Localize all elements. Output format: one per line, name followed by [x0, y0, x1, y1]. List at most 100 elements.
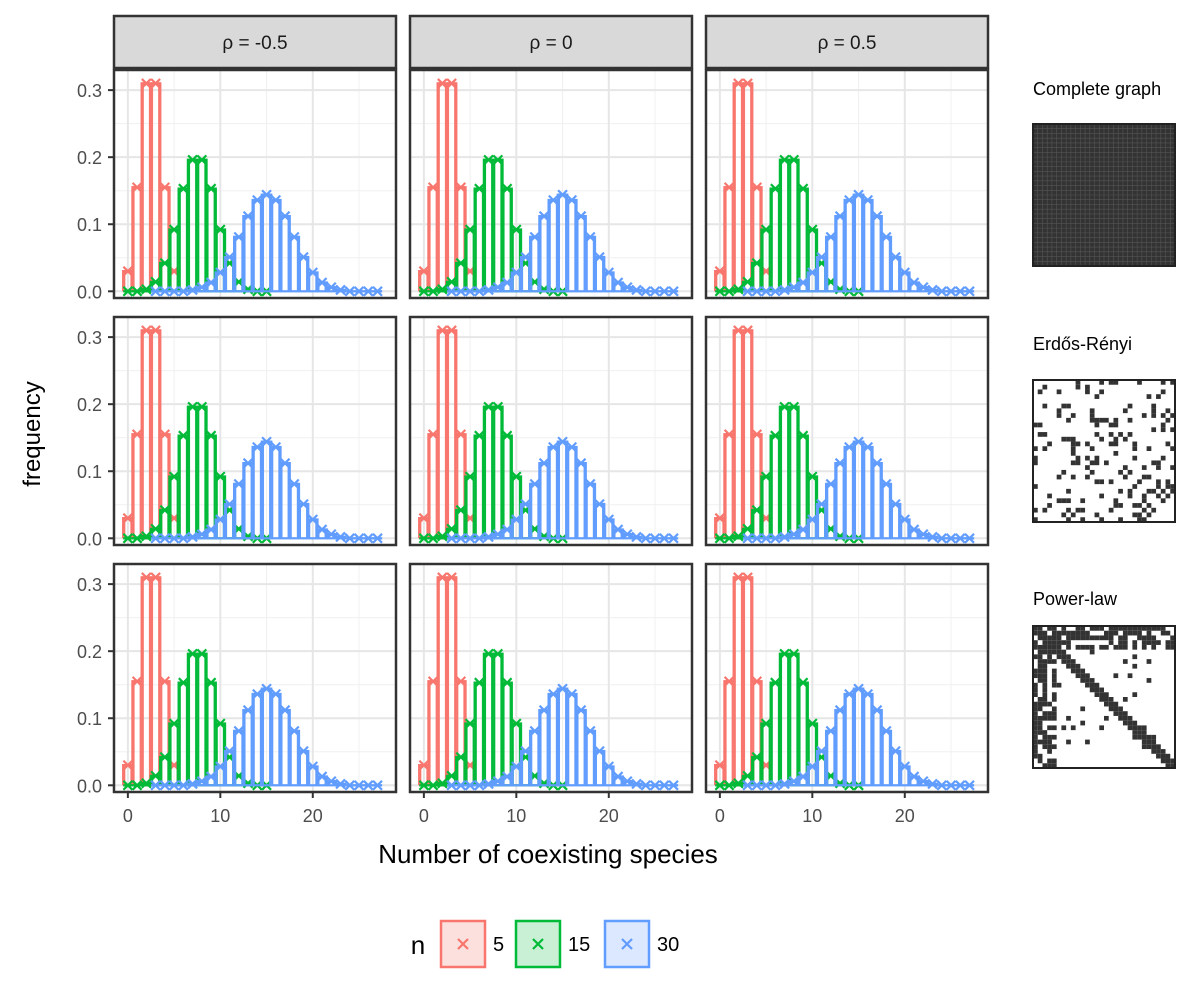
point-n30-x20: [899, 761, 911, 772]
point-n30-x13: [538, 457, 550, 469]
legend-entries: 5 15 30: [439, 919, 679, 969]
point-n30-x17: [871, 210, 883, 222]
point-n15-x8: [788, 154, 800, 166]
point-n30-x6: [474, 533, 485, 544]
point-n30-x18: [585, 725, 596, 737]
point-n15-x1: [427, 286, 439, 297]
point-n30-x20: [899, 514, 911, 525]
point-n15-x2: [141, 778, 152, 789]
point-n30-x21: [316, 524, 328, 535]
point-n30-x27: [668, 286, 679, 297]
point-n30-x11: [224, 745, 235, 757]
point-n30-x16: [862, 688, 874, 700]
point-n30-x4: [751, 286, 763, 297]
point-n30-x16: [566, 194, 578, 206]
point-n30-x19: [890, 498, 901, 510]
x-axis: 0 10 20: [123, 792, 323, 826]
erdos-renyi-adjacency-matrix: Erdős-Rényi: [1032, 334, 1176, 523]
point-n15-x0: [418, 286, 430, 297]
point-n30-x16: [862, 441, 874, 453]
point-n30-x21: [316, 771, 328, 782]
point-n30-x20: [603, 267, 615, 278]
point-n30-x19: [890, 251, 901, 263]
point-n15-x3: [446, 276, 457, 288]
point-n30-x15: [261, 189, 272, 201]
point-n30-x16: [862, 194, 874, 206]
point-n5-x4: [751, 182, 763, 193]
point-n15-x3: [150, 523, 161, 535]
point-n30-x16: [566, 688, 578, 700]
facet-panel-r1-c0: 0.0 0.1 0.2 0.3: [77, 315, 398, 549]
point-n15-x6: [178, 430, 189, 441]
point-n15-x4: [455, 751, 467, 763]
point-n15-x8: [492, 648, 504, 660]
point-n30-x26: [658, 533, 670, 544]
point-n30-x3: [742, 286, 753, 297]
point-n30-x12: [233, 725, 245, 737]
point-n15-x4: [159, 504, 171, 516]
point-n30-x27: [668, 780, 679, 791]
point-n30-x27: [372, 286, 383, 297]
point-n5-x0: [714, 759, 726, 771]
y-tick-label: 0.0: [77, 282, 102, 302]
y-tick-label: 0.2: [77, 642, 102, 662]
point-n30-x4: [455, 533, 467, 544]
point-n30-x13: [538, 704, 550, 716]
point-n30-x26: [954, 286, 966, 297]
point-n15-x1: [723, 780, 735, 791]
point-n30-x10: [215, 267, 226, 278]
point-n15-x10: [215, 224, 226, 235]
point-n30-x7: [483, 284, 494, 296]
point-n30-x5: [168, 286, 180, 297]
point-n30-x9: [501, 524, 513, 535]
x-tick-label: 0: [419, 806, 429, 826]
point-n30-x6: [178, 286, 189, 297]
point-n15-x4: [455, 504, 467, 516]
point-n15-x9: [501, 677, 513, 688]
point-n30-x19: [298, 498, 309, 510]
point-n30-x14: [844, 194, 855, 206]
point-n30-x21: [612, 277, 624, 288]
point-n30-x22: [326, 775, 337, 787]
point-n30-x27: [668, 533, 679, 544]
x-tick-label: 0: [715, 806, 725, 826]
point-n30-x3: [446, 286, 457, 297]
point-n30-x13: [242, 457, 254, 469]
point-n30-x10: [511, 761, 522, 772]
point-n30-x11: [816, 498, 827, 510]
point-n15-x4: [751, 751, 763, 763]
point-n30-x19: [594, 251, 605, 263]
point-n30-x13: [242, 704, 254, 716]
series-30: [446, 436, 679, 544]
point-n30-x23: [335, 284, 346, 296]
point-n30-x25: [945, 533, 957, 544]
y-tick-label: 0.0: [77, 776, 102, 796]
point-n30-x7: [779, 531, 790, 543]
point-n30-x21: [908, 277, 920, 288]
point-n15-x0: [714, 286, 726, 297]
point-n30-x27: [964, 533, 975, 544]
y-tick-label: 0.1: [77, 462, 102, 482]
facet-strip-label: ρ = 0.5: [818, 33, 877, 54]
point-n30-x17: [871, 457, 883, 469]
point-n30-x20: [307, 761, 319, 772]
facet-panel-r2-c0: 0.0 0.1 0.2 0.3 0 10 20: [77, 562, 398, 826]
point-n15-x10: [215, 718, 226, 729]
graph-structure-icons: Complete graph Erdős-Rényi Power-law: [1032, 79, 1176, 769]
point-n30-x16: [270, 194, 282, 206]
point-n5-x3: [150, 325, 161, 336]
point-n30-x12: [825, 478, 837, 490]
y-tick-label: 0.1: [77, 709, 102, 729]
point-n5-x1: [723, 429, 735, 440]
point-n5-x2: [437, 325, 448, 336]
point-n30-x26: [954, 780, 966, 791]
legend: n 5 15 30: [411, 919, 679, 969]
legend-key: [603, 919, 651, 969]
point-n15-x7: [483, 648, 494, 660]
point-n5-x0: [418, 265, 430, 277]
point-n15-x3: [150, 770, 161, 782]
point-n30-x22: [622, 281, 633, 293]
point-n30-x14: [548, 688, 559, 700]
point-n30-x25: [649, 533, 661, 544]
